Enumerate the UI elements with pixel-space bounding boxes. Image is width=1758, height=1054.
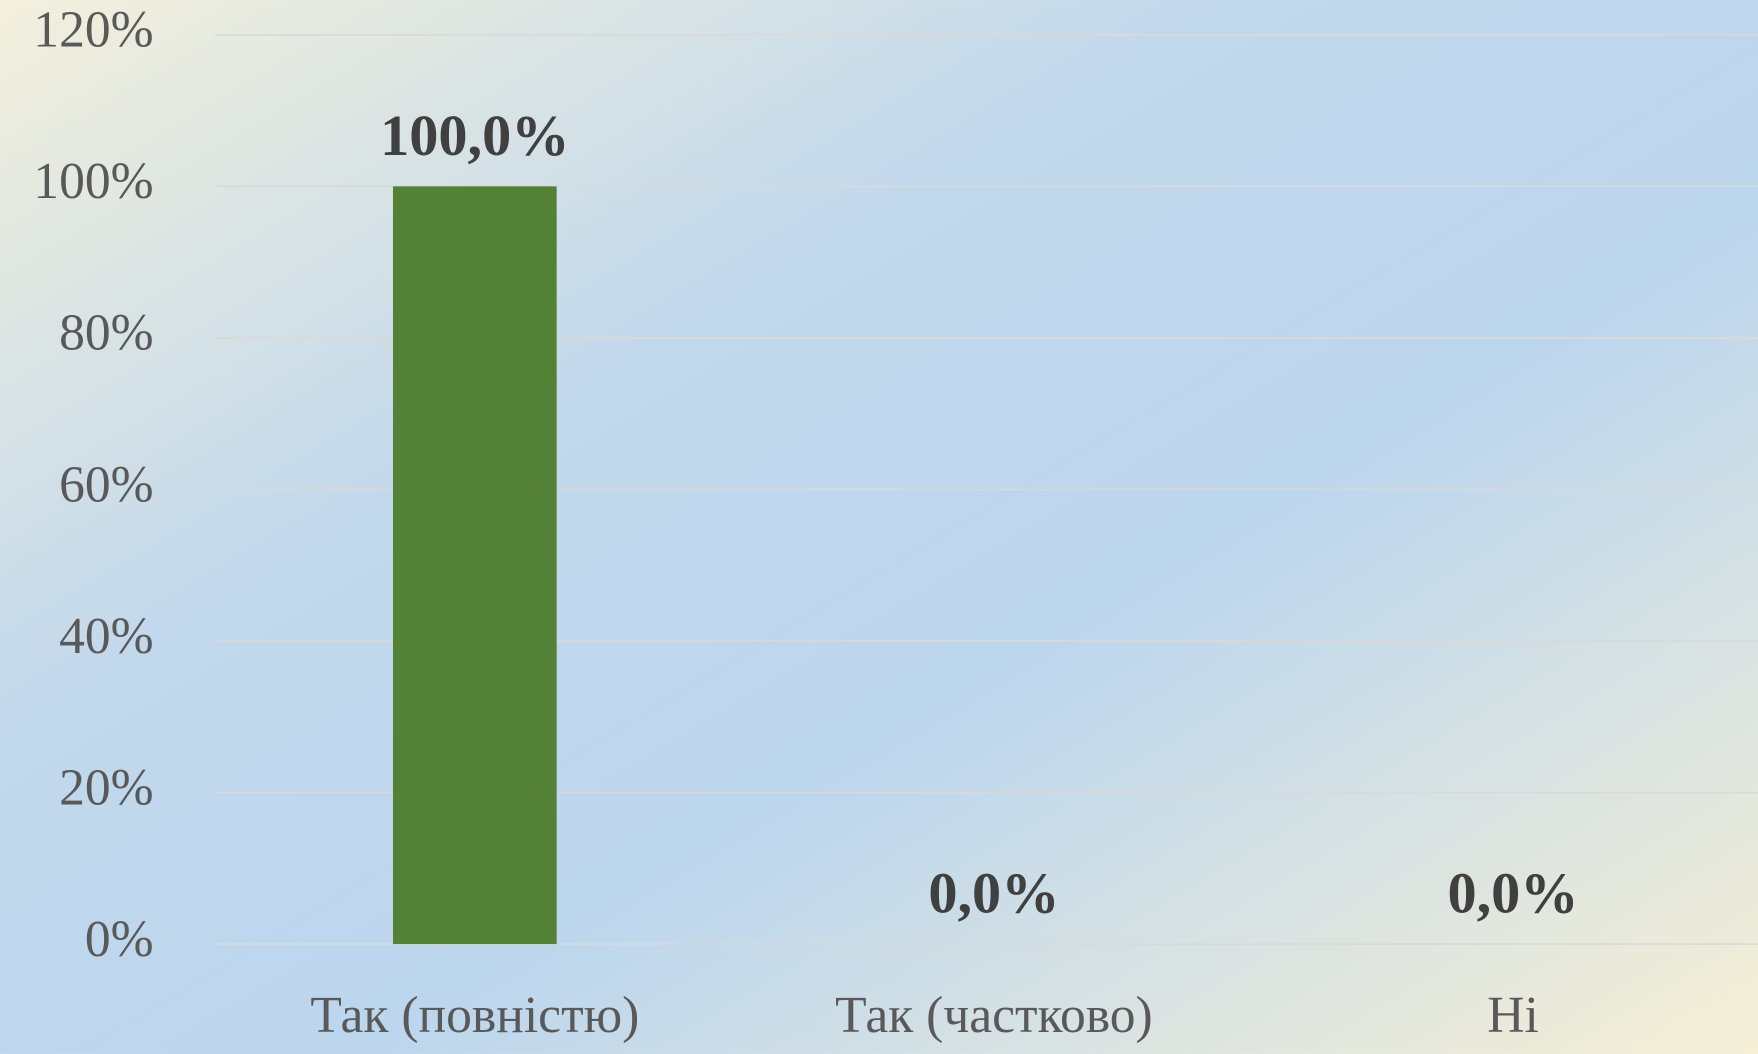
y-tick-label: 40% [59,608,154,665]
y-tick-label: 0% [85,911,154,968]
y-tick-label: 60% [59,456,154,513]
y-tick-label: 80% [59,305,154,362]
y-tick-label: 20% [59,759,154,816]
y-tick-label: 100% [33,153,153,210]
x-tick-label: Так (повністю) [310,987,639,1044]
data-label: 100,0% [380,103,569,168]
data-label: 0,0% [1447,861,1578,926]
bar [392,186,557,945]
y-tick-label: 120% [33,2,153,59]
data-label: 0,0% [928,861,1059,926]
x-tick-label: Ні [1487,987,1539,1044]
x-tick-label: Так (частково) [835,987,1153,1044]
